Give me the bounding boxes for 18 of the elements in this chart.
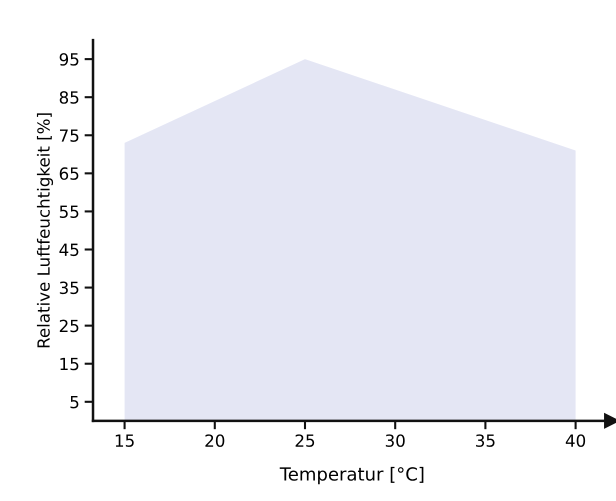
x-tick-label: 35 [476,434,495,447]
y-tick-label: 75 [60,129,78,142]
y-tick-label: 85 [60,91,78,104]
y-axis-title: Relative Luftfeuchtigkeit [%] [36,113,54,348]
y-tick-label: 95 [60,53,78,66]
y-tick-label: 65 [60,167,78,180]
y-tick-label: 25 [60,320,78,332]
y-tick-label: 15 [60,358,78,370]
x-axis-title: Temperatur [°C] [280,466,424,484]
y-tick-label: 5 [70,396,78,408]
x-tick-label: 15 [116,434,134,447]
x-tick-label: 20 [205,434,224,447]
y-tick-label: 35 [60,282,78,294]
x-tick-label: 40 [566,434,586,447]
y-tick-label: 45 [59,244,78,256]
x-tick-label: 25 [296,434,314,447]
y-tick-label: 55 [60,206,78,218]
x-tick-label: 30 [386,434,405,447]
